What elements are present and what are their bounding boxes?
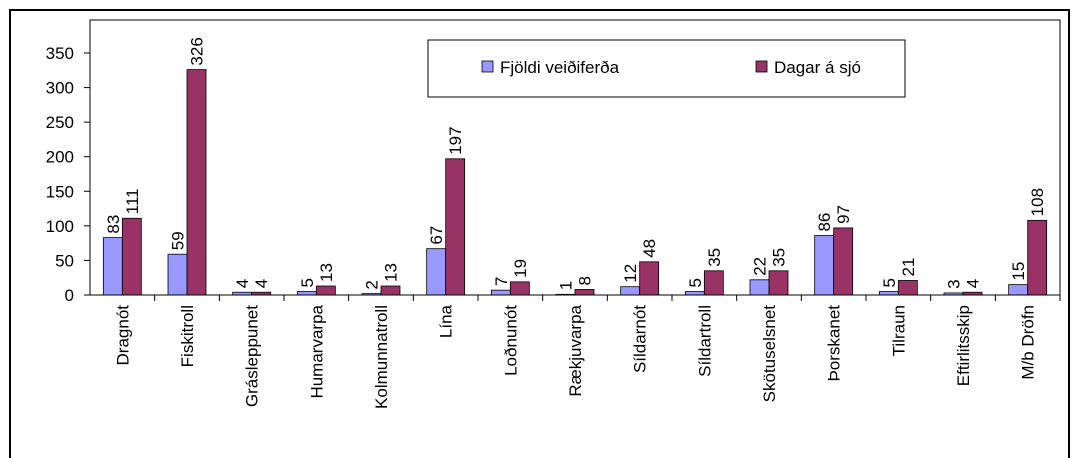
value-label: 19: [511, 259, 530, 278]
bar: [768, 270, 789, 296]
legend-swatch: [755, 60, 768, 73]
value-label: 3: [945, 279, 964, 288]
y-tick-label: 350: [46, 44, 74, 63]
bar: [167, 253, 188, 296]
bar: [315, 285, 336, 296]
bar: [749, 279, 770, 296]
value-label: 15: [1009, 262, 1028, 281]
value-label: 12: [621, 264, 640, 283]
x-tick-label: Fiskitroll: [178, 305, 197, 367]
x-tick-label: Lína: [437, 304, 456, 338]
x-tick-label: Dragnót: [113, 305, 132, 366]
value-label: 21: [899, 258, 918, 277]
x-tick-label: Síldarnót: [631, 305, 650, 373]
bar: [574, 289, 595, 296]
value-label: 5: [298, 278, 317, 287]
bar: [878, 291, 899, 296]
x-tick-label: Kolmunnatroll: [372, 305, 391, 409]
value-label: 5: [880, 278, 899, 287]
bar: [102, 237, 123, 296]
value-label: 35: [770, 248, 789, 267]
bar: [490, 289, 511, 296]
x-tick-label: Skötuselsnet: [760, 305, 779, 403]
bar: [814, 235, 835, 296]
value-label: 4: [964, 279, 983, 288]
x-tick-label: M/b Dröfn: [1019, 305, 1038, 380]
legend-swatch: [481, 60, 494, 73]
bar: [380, 285, 401, 296]
value-label: 5: [686, 278, 705, 287]
y-tick-label: 50: [55, 251, 74, 270]
bar: [296, 291, 317, 296]
legend-box: [427, 39, 906, 98]
value-label: 83: [104, 215, 123, 234]
x-tick-label: Humarvarpa: [307, 304, 326, 398]
x-tick-label: Grásleppunet: [243, 305, 262, 407]
y-tick-label: 100: [46, 217, 74, 236]
x-tick-label: Síldartroll: [695, 305, 714, 377]
chart-frame: [9, 9, 1070, 458]
value-label: 22: [751, 257, 770, 276]
legend-label: Fjöldi veiðiferða: [500, 58, 620, 77]
bar: [703, 270, 724, 296]
value-label: 111: [123, 188, 142, 214]
y-tick-label: 0: [65, 286, 74, 305]
value-label: 35: [705, 248, 724, 267]
value-label: 326: [188, 37, 207, 65]
bar: [620, 286, 641, 296]
bar: [684, 291, 705, 296]
bar: [1008, 284, 1029, 296]
x-tick-label: Loðnunót: [501, 305, 520, 376]
value-label: 4: [252, 279, 271, 288]
bar: [1027, 219, 1048, 296]
bar: [445, 158, 466, 296]
y-tick-label: 300: [46, 79, 74, 98]
x-tick-label: Rækjuvarpa: [566, 304, 585, 396]
value-label: 97: [834, 205, 853, 224]
bar: [186, 69, 207, 296]
bar: [509, 281, 530, 296]
value-label: 2: [363, 280, 382, 289]
value-label: 48: [640, 239, 659, 258]
value-label: 1: [557, 281, 576, 290]
y-tick-label: 250: [46, 113, 74, 132]
x-tick-label: Þorskanet: [825, 305, 844, 382]
legend-label: Dagar á sjó: [774, 58, 861, 77]
y-tick-label: 200: [46, 148, 74, 167]
value-label: 86: [815, 213, 834, 232]
value-label: 67: [427, 226, 446, 245]
x-tick-label: Eftirlitsskip: [954, 305, 973, 386]
value-label: 4: [233, 279, 252, 288]
value-label: 59: [169, 231, 188, 250]
bar: [897, 280, 918, 296]
x-tick-label: Tilraun: [889, 305, 908, 356]
value-label: 197: [446, 126, 465, 154]
value-label: 108: [1028, 188, 1047, 216]
bar: [833, 227, 854, 296]
bar: [639, 261, 660, 296]
value-label: 13: [317, 263, 336, 282]
bar: [121, 217, 142, 296]
y-tick-label: 150: [46, 182, 74, 201]
value-label: 13: [382, 263, 401, 282]
value-label: 8: [576, 276, 595, 285]
bar: [426, 248, 447, 296]
value-label: 7: [492, 277, 511, 286]
